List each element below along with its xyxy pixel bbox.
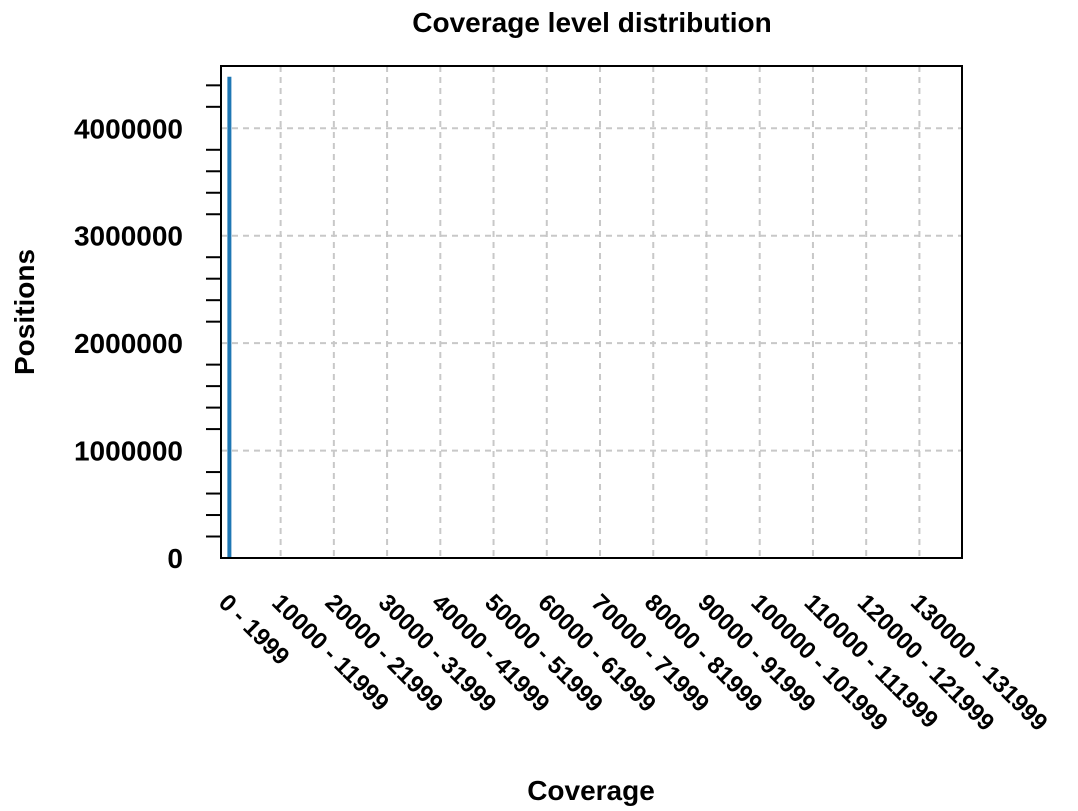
y-minor-ticks xyxy=(206,84,221,538)
y-axis-label: Positions xyxy=(9,249,40,375)
y-tick-label: 4000000 xyxy=(74,113,183,144)
bars xyxy=(227,76,232,558)
plot-frame xyxy=(220,65,963,559)
y-tick-label: 3000000 xyxy=(74,221,183,252)
bar xyxy=(227,76,232,558)
grid-lines xyxy=(221,66,962,558)
y-tick-label: 0 xyxy=(167,543,183,574)
y-tick-label: 1000000 xyxy=(74,436,183,467)
chart-title: Coverage level distribution xyxy=(412,7,771,38)
y-tick-label: 2000000 xyxy=(74,328,183,359)
x-axis-label: Coverage xyxy=(527,775,655,806)
y-tick-labels: 0 1000000 2000000 3000000 4000000 xyxy=(74,113,183,574)
